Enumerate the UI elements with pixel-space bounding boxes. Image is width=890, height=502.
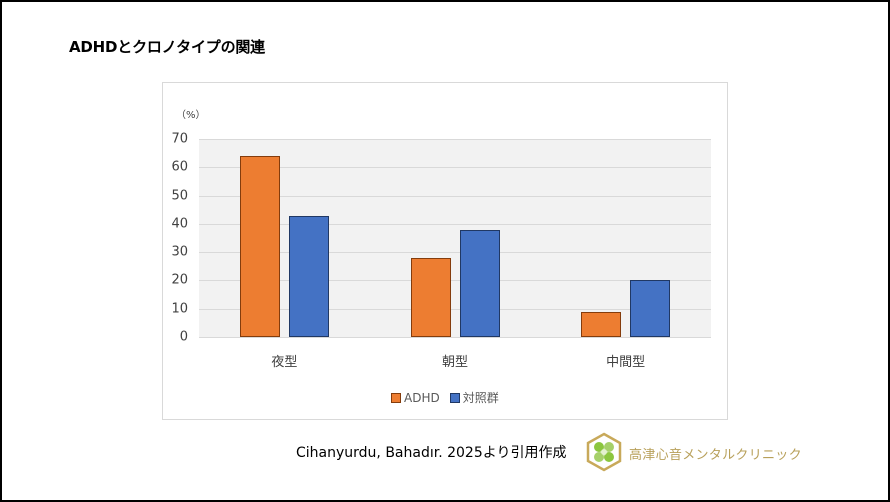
- slide-title: ADHDとクロノタイプの関連: [69, 38, 265, 56]
- citation-text: Cihanyurdu, Bahadır. 2025より引用作成: [296, 445, 567, 461]
- legend-item-control: 対照群: [449, 389, 499, 406]
- chart-legend: ADHD 対照群: [391, 389, 499, 406]
- y-axis-unit-label: （%）: [176, 110, 206, 121]
- legend-item-adhd: ADHD: [391, 391, 440, 405]
- clinic-name: 高津心音メンタルクリニック: [629, 448, 802, 463]
- bar-control: [288, 216, 329, 337]
- gridline: [199, 337, 711, 338]
- hexagon-clover-logo-icon: [585, 432, 623, 472]
- y-tick-label: 20: [171, 272, 188, 288]
- gridline: [199, 139, 711, 140]
- y-tick-label: 30: [171, 244, 188, 260]
- plot-area: [199, 139, 711, 338]
- y-tick-label: 50: [171, 188, 188, 204]
- legend-swatch-adhd-icon: [391, 392, 401, 403]
- gridline: [199, 167, 711, 169]
- bar-control: [630, 280, 671, 337]
- legend-swatch-control-icon: [449, 392, 460, 403]
- x-category-label: 中間型: [606, 355, 646, 370]
- bar-adhd: [410, 257, 451, 337]
- bar-adhd: [581, 311, 622, 337]
- x-category-label: 朝型: [441, 355, 469, 370]
- gridline: [199, 252, 711, 254]
- y-tick-label: 70: [171, 131, 188, 147]
- legend-label: 対照群: [462, 391, 499, 405]
- bar-adhd: [239, 155, 280, 337]
- x-category-label: 夜型: [271, 355, 298, 370]
- y-tick-label: 0: [179, 329, 188, 345]
- y-tick-label: 10: [171, 301, 188, 317]
- y-tick-label: 40: [171, 216, 188, 232]
- gridline: [199, 280, 711, 282]
- y-tick-label: 60: [171, 159, 188, 175]
- gridline: [199, 195, 711, 197]
- legend-label: ADHD: [404, 390, 440, 405]
- gridline: [199, 308, 711, 310]
- bar-control: [459, 229, 500, 337]
- gridline: [199, 223, 711, 225]
